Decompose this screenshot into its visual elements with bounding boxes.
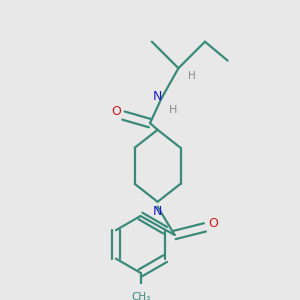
- Text: O: O: [208, 217, 218, 230]
- Text: CH₃: CH₃: [131, 292, 150, 300]
- Text: N: N: [153, 90, 162, 103]
- Text: H: H: [169, 105, 177, 115]
- Text: N: N: [153, 205, 162, 218]
- Text: H: H: [188, 71, 196, 81]
- Text: O: O: [111, 105, 121, 118]
